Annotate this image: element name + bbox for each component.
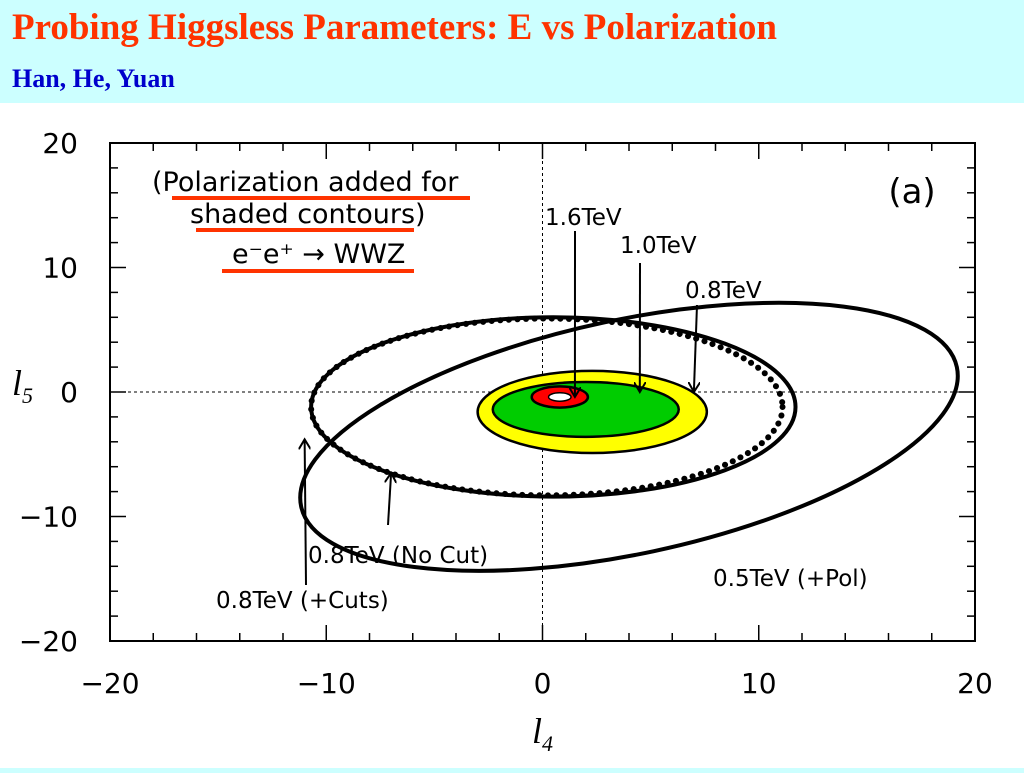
y-tick-label: 0 [60, 376, 78, 409]
legend-note: (Polarization added for shaded contours)… [152, 167, 470, 271]
legend-note-line2: shaded contours) [190, 199, 426, 230]
annotation-1-6tev: 1.6TeV [545, 205, 622, 231]
slide-title: Probing Higgsless Parameters: E vs Polar… [12, 6, 777, 49]
x-tick-label: 20 [957, 667, 993, 700]
contour-1-6tev-core [549, 393, 571, 401]
x-tick-label: 10 [741, 667, 777, 700]
y-tick-label: −10 [19, 501, 78, 534]
y-tick-label: 20 [42, 127, 78, 160]
x-tick-label: −20 [80, 667, 139, 700]
legend-note-process: e⁻e⁺ → WWZ [232, 239, 405, 270]
annotation-0-8tev-arrow [694, 305, 697, 392]
annotation-0-8tev-cuts-arrow [305, 439, 306, 585]
contour-1-0tev [493, 382, 679, 437]
annotation-0-8tev-cuts: 0.8TeV (+Cuts) [216, 588, 389, 614]
annotation-0-5tev-pol: 0.5TeV (+Pol) [713, 566, 868, 592]
x-tick-label: −10 [297, 667, 356, 700]
y-axis-label: l5 [12, 363, 33, 408]
annotation-1-0tev: 1.0TeV [620, 233, 697, 259]
legend-note-line1: (Polarization added for [152, 167, 459, 198]
panel-label: (a) [888, 172, 935, 212]
slide-subtitle: Han, He, Yuan [12, 64, 175, 94]
annotation-0-8tev-no-cut-arrow [388, 473, 391, 525]
y-tick-label: −20 [19, 625, 78, 658]
x-axis-label: l4 [532, 711, 553, 756]
annotation-0-8tev-no-cut: 0.8TeV (No Cut) [308, 543, 488, 569]
x-tick-label: 0 [534, 667, 552, 700]
annotation-0-8tev: 0.8TeV [685, 278, 762, 304]
y-tick-label: 10 [42, 252, 78, 285]
